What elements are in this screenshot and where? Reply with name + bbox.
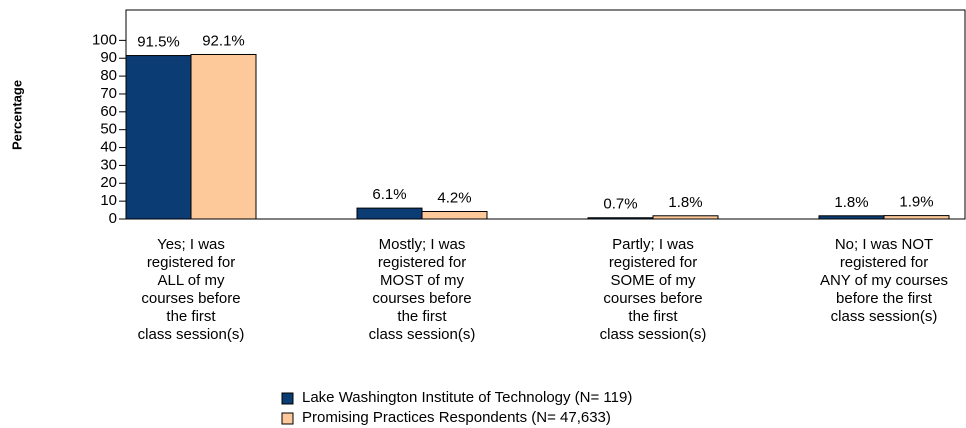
bar bbox=[190, 53, 257, 220]
x-tick-label: Mostly; I was registered for MOST of my cou… bbox=[369, 236, 476, 343]
value-label: 92.1% bbox=[202, 32, 245, 49]
y-tick-label: 60 bbox=[100, 103, 117, 120]
y-tick-label: 70 bbox=[100, 85, 117, 102]
bar bbox=[356, 207, 423, 220]
y-tick-label: 50 bbox=[100, 121, 117, 138]
x-tick-label: Partly; I was registered for SOME of my cou… bbox=[600, 236, 707, 343]
legend-swatch bbox=[281, 412, 294, 425]
value-label: 1.8% bbox=[834, 194, 868, 211]
y-axis-label: Percentage bbox=[9, 80, 24, 150]
value-label: 4.2% bbox=[437, 189, 471, 206]
y-tick-label: 40 bbox=[100, 139, 117, 156]
x-tick-label: Yes; I was registered for ALL of my courses… bbox=[138, 236, 245, 343]
x-tick-label: No; I was NOT registered for ANY of my cou… bbox=[820, 236, 948, 325]
value-label: 1.8% bbox=[668, 194, 702, 211]
value-label: 1.9% bbox=[899, 194, 933, 211]
value-label: 91.5% bbox=[137, 34, 180, 51]
y-tick-label: 80 bbox=[100, 67, 117, 84]
legend-swatch bbox=[281, 392, 294, 405]
y-tick-label: 30 bbox=[100, 156, 117, 173]
bar bbox=[587, 217, 654, 220]
y-tick-label: 100 bbox=[92, 31, 117, 48]
value-label: 6.1% bbox=[372, 186, 406, 203]
bar bbox=[883, 215, 950, 220]
legend-label: Lake Washington Institute of Technology … bbox=[302, 389, 632, 406]
bar bbox=[421, 210, 488, 220]
y-tick-label: 10 bbox=[100, 192, 117, 209]
bar bbox=[125, 55, 192, 220]
y-tick-label: 20 bbox=[100, 174, 117, 191]
legend-label: Promising Practices Respondents (N= 47,6… bbox=[302, 409, 611, 426]
y-tick-label: 0 bbox=[109, 210, 117, 227]
bar bbox=[818, 215, 885, 220]
value-label: 0.7% bbox=[603, 196, 637, 213]
y-tick-label: 90 bbox=[100, 49, 117, 66]
bar bbox=[652, 215, 719, 220]
